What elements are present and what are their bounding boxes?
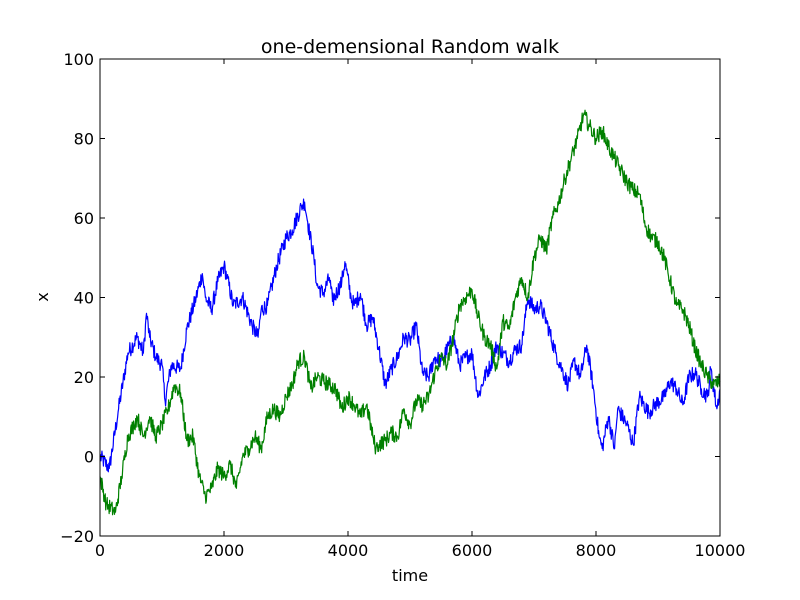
- y-tick-label: 60: [74, 209, 94, 228]
- y-tick-label: 80: [74, 130, 94, 149]
- x-tick-label: 6000: [452, 541, 493, 560]
- y-axis-label: x: [33, 292, 52, 301]
- x-tick-label: 2000: [204, 541, 245, 560]
- series-line-0: [99, 198, 721, 473]
- y-tick-label: −20: [60, 527, 94, 546]
- y-tick-label: 40: [74, 289, 94, 308]
- x-tick-label: 8000: [576, 541, 617, 560]
- x-axis-label: time: [392, 566, 428, 585]
- chart-title: one-demensional Random walk: [261, 36, 559, 58]
- series-layer: [99, 109, 721, 516]
- y-tick-label: 0: [84, 448, 94, 467]
- x-tick-label: 10000: [695, 541, 746, 560]
- x-tick-label: 4000: [328, 541, 369, 560]
- y-tick-label: 20: [74, 368, 94, 387]
- y-tick-label: 100: [63, 50, 94, 69]
- x-tick-label: 0: [95, 541, 105, 560]
- series-line-1: [99, 109, 721, 516]
